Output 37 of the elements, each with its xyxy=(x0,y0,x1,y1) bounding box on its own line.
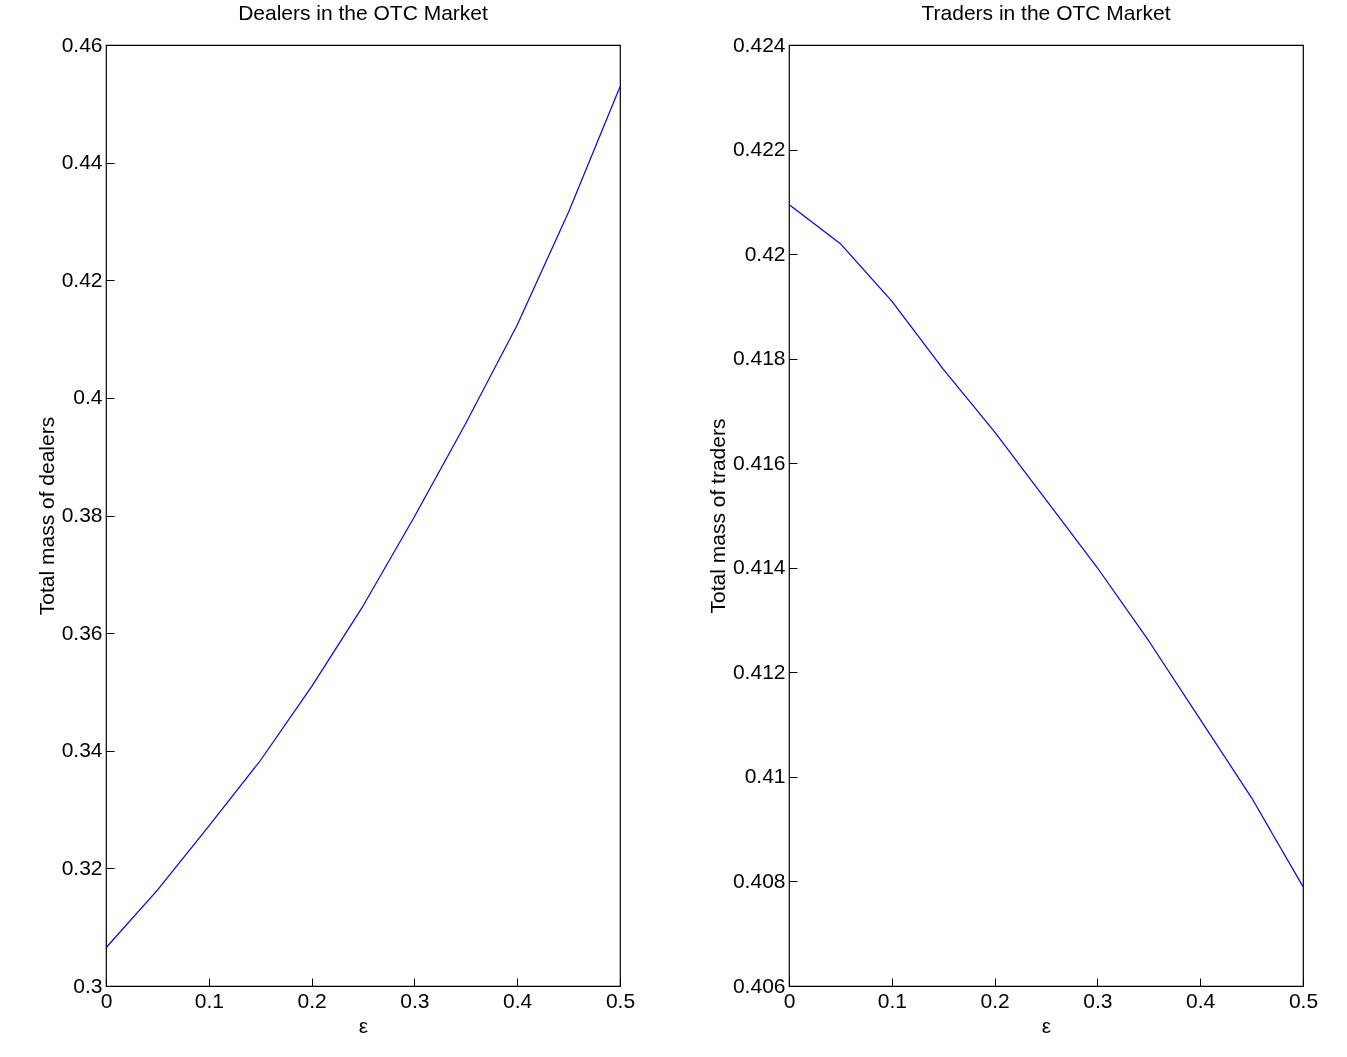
y-tick-label: 0.418 xyxy=(732,346,786,370)
y-axis-title: Total mass of traders xyxy=(705,418,729,614)
x-tick-label: 0.2 xyxy=(297,988,327,1012)
x-tick-label: 0.1 xyxy=(877,988,907,1012)
y-tick-label: 0.42 xyxy=(61,267,103,291)
y-tick-label: 0.406 xyxy=(732,973,786,997)
y-tick-label: 0.3 xyxy=(73,973,103,997)
y-tick-label: 0.416 xyxy=(732,450,786,474)
x-tick-label: 0.2 xyxy=(980,988,1010,1012)
y-tick-label: 0.408 xyxy=(732,868,786,892)
y-tick-label: 0.4 xyxy=(73,385,103,409)
x-tick-label: 0.1 xyxy=(194,988,224,1012)
x-axis-title: ε xyxy=(358,1013,369,1037)
y-tick-label: 0.44 xyxy=(61,150,103,174)
x-axis-title: ε xyxy=(1041,1013,1052,1037)
y-axis-title: Total mass of dealers xyxy=(34,416,58,616)
y-tick-label: 0.41 xyxy=(744,764,786,788)
x-tick-label: 0.5 xyxy=(605,988,636,1012)
x-tick-label: 0.4 xyxy=(503,988,533,1012)
line-series xyxy=(788,203,1304,888)
x-tick-label: 0.5 xyxy=(1288,988,1319,1012)
y-tick-label: 0.42 xyxy=(744,241,786,265)
y-tick-label: 0.32 xyxy=(61,855,103,879)
y-tick-label: 0.412 xyxy=(732,659,786,683)
y-tick-label: 0.414 xyxy=(732,555,786,579)
x-tick-label: 0.3 xyxy=(1083,988,1113,1012)
y-tick-label: 0.36 xyxy=(61,620,103,644)
chart-title: Traders in the OTC Market xyxy=(921,1,1171,24)
y-tick-label: 0.46 xyxy=(61,32,103,56)
y-tick-label: 0.34 xyxy=(61,738,103,762)
x-tick-label: 0.3 xyxy=(400,988,430,1012)
y-tick-label: 0.424 xyxy=(732,32,786,56)
y-tick-label: 0.38 xyxy=(61,503,103,526)
chart-title: Dealers in the OTC Market xyxy=(238,1,489,24)
x-tick-label: 0.4 xyxy=(1186,988,1216,1012)
line-series xyxy=(105,86,621,949)
y-tick-label: 0.422 xyxy=(732,137,786,161)
